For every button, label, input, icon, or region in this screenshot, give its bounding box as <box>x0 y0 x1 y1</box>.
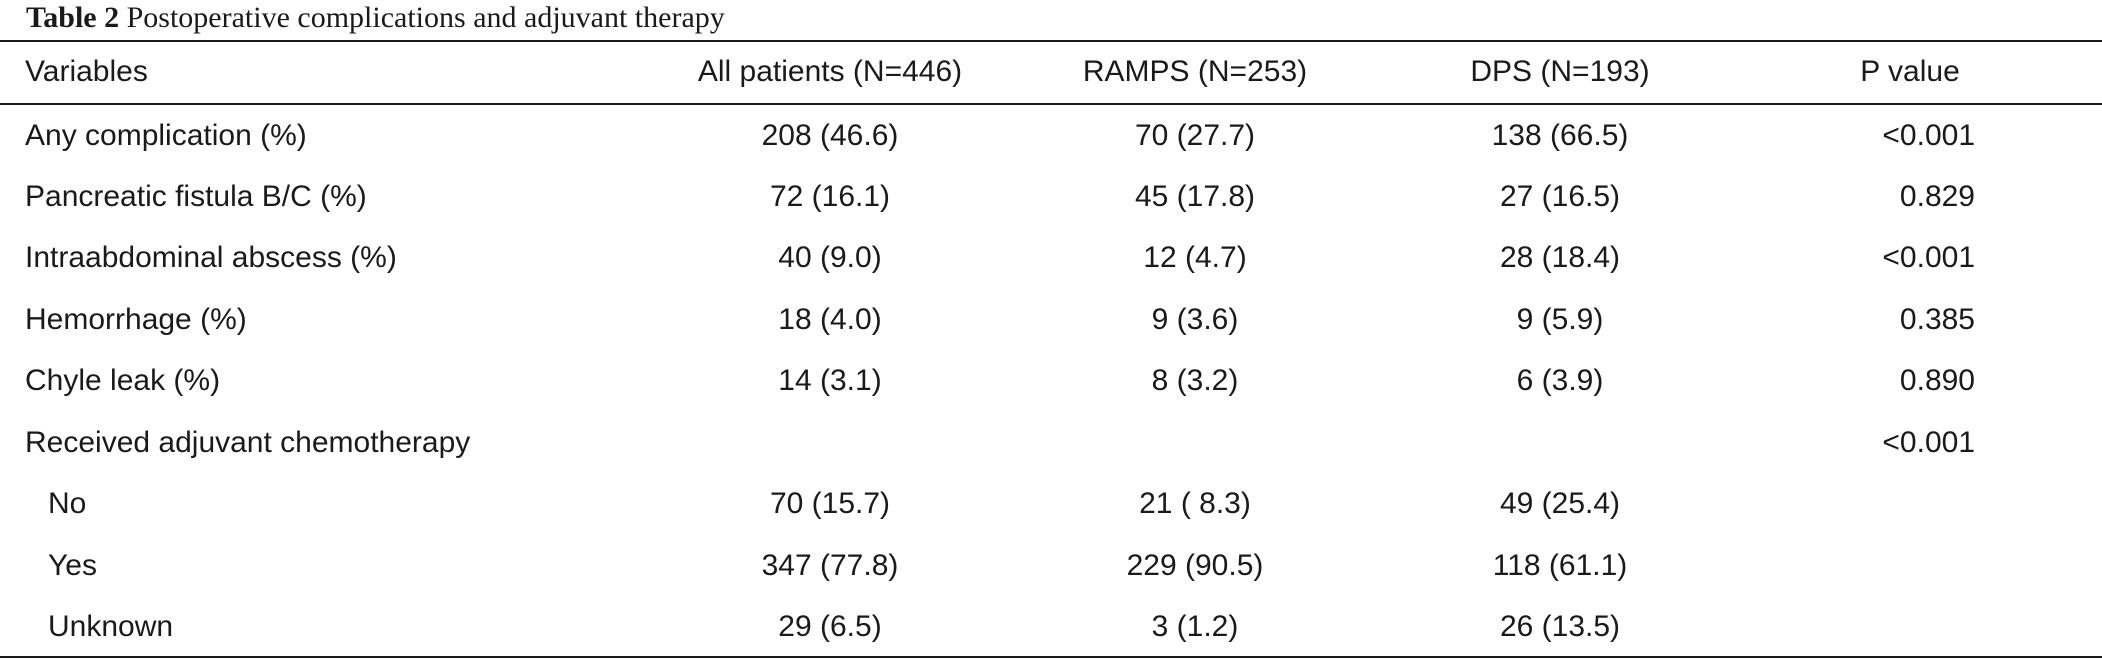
row-p-value: <0.001 <box>1882 426 1975 459</box>
row-dps: 49 (25.4) <box>1499 487 1621 520</box>
table-header-rule <box>0 103 2102 105</box>
row-ramps: 70 (27.7) <box>1134 119 1256 152</box>
row-dps <box>1380 412 1740 474</box>
header-all-patients: All patients (N=446) <box>697 55 963 88</box>
row-p-value <box>1790 535 1975 597</box>
table-row: Yes 347 (77.8) 229 (90.5) 118 (61.1) <box>0 535 2102 597</box>
row-dps: 138 (66.5) <box>1491 119 1629 152</box>
row-ramps <box>1015 412 1375 474</box>
table-row: Pancreatic fistula B/C (%) 72 (16.1) 45 … <box>0 166 2102 228</box>
table-caption-label: Table 2 <box>26 1 120 34</box>
row-variable: Chyle leak (%) <box>25 364 221 397</box>
header-ramps: RAMPS (N=253) <box>1082 55 1308 88</box>
row-p-value: <0.001 <box>1882 241 1975 274</box>
table-row: Any complication (%) 208 (46.6) 70 (27.7… <box>0 105 2102 167</box>
row-p-value: 0.890 <box>1899 364 1975 397</box>
table-caption: Table 2 Postoperative complications and … <box>26 0 725 40</box>
row-variable: Received adjuvant chemotherapy <box>25 426 471 459</box>
table-row: Intraabdominal abscess (%) 40 (9.0) 12 (… <box>0 227 2102 289</box>
row-ramps: 3 (1.2) <box>1151 610 1239 643</box>
row-dps: 27 (16.5) <box>1499 180 1621 213</box>
row-ramps: 8 (3.2) <box>1151 364 1239 397</box>
row-variable: Intraabdominal abscess (%) <box>25 241 397 274</box>
row-all-patients: 29 (6.5) <box>778 610 882 643</box>
row-ramps: 9 (3.6) <box>1151 303 1239 336</box>
row-dps: 118 (61.1) <box>1492 549 1628 582</box>
row-p-value <box>1790 473 1975 535</box>
row-p-value: 0.829 <box>1899 180 1975 213</box>
row-all-patients: 40 (9.0) <box>778 241 882 274</box>
header-dps: DPS (N=193) <box>1470 55 1650 88</box>
table-bottom-rule <box>0 656 2102 658</box>
table-header-row: Variables All patients (N=446) RAMPS (N=… <box>0 41 2102 103</box>
table-row: Chyle leak (%) 14 (3.1) 8 (3.2) 6 (3.9) … <box>0 350 2102 412</box>
table-row: Hemorrhage (%) 18 (4.0) 9 (3.6) 9 (5.9) … <box>0 289 2102 351</box>
row-variable: Hemorrhage (%) <box>25 303 247 336</box>
row-p-value: <0.001 <box>1882 119 1975 152</box>
row-all-patients: 72 (16.1) <box>769 180 891 213</box>
row-ramps: 12 (4.7) <box>1143 241 1247 274</box>
row-p-value: 0.385 <box>1899 303 1975 336</box>
row-variable: Unknown <box>48 610 174 643</box>
row-variable: Pancreatic fistula B/C (%) <box>25 180 367 213</box>
row-all-patients: 208 (46.6) <box>761 119 899 152</box>
row-dps: 28 (18.4) <box>1499 241 1621 274</box>
table-caption-title: Postoperative complications and adjuvant… <box>126 1 725 34</box>
row-all-patients <box>650 412 1010 474</box>
row-p-value <box>1790 596 1975 658</box>
row-ramps: 45 (17.8) <box>1134 180 1256 213</box>
row-variable: Any complication (%) <box>25 119 307 152</box>
row-ramps: 21 ( 8.3) <box>1139 487 1251 520</box>
table-row: No 70 (15.7) 21 ( 8.3) 49 (25.4) <box>0 473 2102 535</box>
row-dps: 9 (5.9) <box>1516 303 1604 336</box>
row-all-patients: 18 (4.0) <box>778 303 882 336</box>
header-p-value: P value <box>1860 55 1960 88</box>
row-ramps: 229 (90.5) <box>1126 549 1264 582</box>
row-all-patients: 14 (3.1) <box>778 364 882 397</box>
table-top-rule <box>0 40 2102 42</box>
row-dps: 26 (13.5) <box>1499 610 1621 643</box>
table-row: Received adjuvant chemotherapy <0.001 <box>0 412 2102 474</box>
row-variable: Yes <box>48 549 97 582</box>
row-variable: No <box>48 487 87 520</box>
header-variables: Variables <box>25 55 148 88</box>
table-row: Unknown 29 (6.5) 3 (1.2) 26 (13.5) <box>0 596 2102 658</box>
row-dps: 6 (3.9) <box>1516 364 1604 397</box>
row-all-patients: 347 (77.8) <box>761 549 899 582</box>
row-all-patients: 70 (15.7) <box>769 487 891 520</box>
